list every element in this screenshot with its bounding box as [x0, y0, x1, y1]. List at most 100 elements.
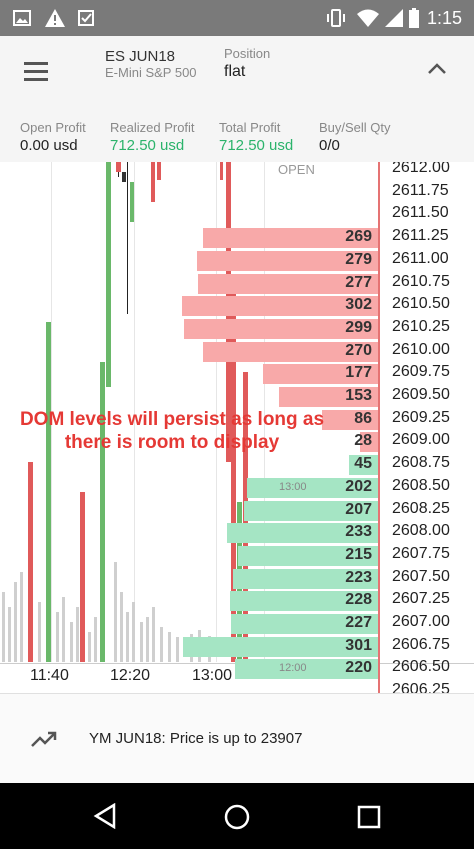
price-level[interactable]: 2607.50	[392, 567, 450, 585]
bid-depth-bar	[230, 591, 378, 612]
symbol-name[interactable]: ES JUN18	[105, 48, 176, 65]
dom-row[interactable]: 279	[197, 250, 378, 272]
price-level[interactable]: 2608.50	[392, 476, 450, 494]
x-axis-label: 13:00	[192, 667, 233, 684]
price-level[interactable]: 2609.25	[392, 408, 450, 426]
dom-qty: 28	[354, 432, 372, 450]
price-level[interactable]: 2610.75	[392, 272, 450, 290]
position-value: flat	[224, 63, 246, 80]
price-level[interactable]: 2608.75	[392, 454, 450, 472]
dom-qty: 86	[354, 409, 372, 427]
dom-row[interactable]: 86	[265, 409, 378, 431]
clock: 1:15	[426, 8, 462, 28]
recents-icon[interactable]	[357, 805, 381, 829]
dom-row[interactable]: 299	[184, 318, 378, 340]
dom-qty: 202	[345, 477, 372, 495]
total-profit-label: Total Profit	[219, 120, 281, 135]
bid-depth-bar	[183, 636, 378, 657]
dom-row[interactable]: 227	[231, 613, 378, 635]
image-icon	[13, 10, 31, 26]
navigation-bar	[0, 783, 474, 849]
price-level[interactable]: 2606.50	[392, 658, 450, 676]
price-level[interactable]: 2607.75	[392, 544, 450, 562]
trending-up-icon	[31, 731, 57, 747]
dom-row[interactable]: 302	[182, 295, 378, 317]
dom-row[interactable]: 28	[265, 431, 378, 453]
realized-profit-value: 712.50 usd	[110, 137, 185, 154]
price-divider	[378, 162, 380, 693]
dom-qty: 223	[345, 568, 372, 586]
back-icon[interactable]	[92, 803, 118, 829]
battery-icon	[409, 8, 419, 28]
price-level[interactable]: 2609.75	[392, 363, 450, 381]
dom-qty: 227	[345, 614, 372, 631]
dom-qty: 270	[345, 341, 372, 359]
dom-qty: 301	[345, 636, 372, 654]
wifi-icon	[357, 9, 379, 27]
position-header: ES JUN18 E-Mini S&P 500 Position flat Op…	[0, 36, 474, 163]
buy-sell-qty-value: 0/0	[319, 137, 340, 154]
dom-row[interactable]	[265, 204, 378, 226]
notification-text: YM JUN18: Price is up to 23907	[89, 730, 303, 747]
price-level[interactable]: 2607.25	[392, 590, 450, 608]
dom-row[interactable]: 270	[203, 341, 378, 363]
ask-depth-bar	[322, 409, 378, 430]
price-level[interactable]: 2610.00	[392, 340, 450, 358]
open-profit-value: 0.00 usd	[20, 137, 78, 154]
dom-row[interactable]: 177	[263, 363, 378, 385]
dom-row[interactable]: 269	[203, 227, 378, 249]
price-level[interactable]: 2611.50	[392, 204, 449, 222]
menu-icon[interactable]	[24, 62, 48, 82]
price-level[interactable]: 2608.00	[392, 522, 450, 540]
dom-row[interactable]: 45	[265, 454, 378, 476]
price-level[interactable]: 2611.25	[392, 227, 449, 245]
alert-notification[interactable]: YM JUN18: Price is up to 23907	[0, 693, 474, 784]
x-axis-label: 12:20	[110, 667, 151, 684]
dom-qty: 220	[345, 659, 372, 677]
dom-qty: 299	[345, 318, 372, 336]
realized-profit-label: Realized Profit	[110, 120, 195, 135]
dom-qty: 233	[345, 523, 372, 541]
dom-row[interactable]: 215	[238, 545, 378, 567]
price-level[interactable]: 2607.00	[392, 613, 450, 630]
dom-row[interactable]: 228	[230, 590, 378, 612]
signal-icon	[385, 9, 403, 27]
symbol-description: E-Mini S&P 500	[105, 65, 197, 80]
open-label: OPEN	[278, 162, 315, 177]
price-level[interactable]: 2609.50	[392, 386, 450, 403]
ask-depth-bar	[182, 296, 378, 317]
dom-row[interactable]	[265, 681, 378, 693]
price-level[interactable]: 2606.75	[392, 635, 450, 653]
dom-row[interactable]: 233	[227, 522, 378, 544]
dom-row[interactable]: 277	[198, 273, 378, 295]
chevron-up-icon[interactable]	[426, 60, 448, 76]
price-level[interactable]: 2606.25	[392, 681, 450, 693]
dom-row[interactable]: 153	[265, 386, 378, 408]
bid-depth-bar	[231, 614, 378, 634]
bid-depth-bar	[247, 477, 378, 498]
price-level[interactable]: 2611.75	[392, 181, 449, 199]
ask-depth-bar	[184, 318, 378, 339]
position-label: Position	[224, 46, 271, 61]
dom-annotation: DOM levels will persist as long as there…	[19, 409, 325, 453]
price-level[interactable]: 2611.00	[392, 249, 449, 267]
time-marker: 13:00	[279, 480, 307, 493]
price-chart-dom[interactable]: 2612.00 2611.75 2611.50 269 2611.25 279 2611.0…	[0, 162, 474, 693]
dom-row[interactable]	[265, 182, 378, 204]
price-level[interactable]: 2612.00	[392, 162, 450, 176]
dom-row[interactable]: 223	[233, 568, 378, 590]
dom-qty: 277	[345, 273, 372, 291]
dom-row[interactable]: 301	[183, 636, 378, 658]
price-level[interactable]: 2609.00	[392, 431, 450, 449]
home-icon[interactable]	[223, 803, 251, 831]
dom-row[interactable]: 220 12:00	[235, 658, 378, 680]
reminder-icon	[78, 10, 94, 26]
dom-qty: 177	[345, 364, 372, 382]
price-level[interactable]: 2610.50	[392, 295, 450, 313]
price-level[interactable]: 2608.25	[392, 499, 450, 517]
ask-depth-bar	[203, 341, 378, 362]
bid-depth-bar	[235, 659, 378, 680]
dom-row[interactable]: 207	[244, 500, 378, 522]
dom-row[interactable]: 202 13:00	[247, 477, 378, 499]
price-level[interactable]: 2610.25	[392, 317, 450, 335]
